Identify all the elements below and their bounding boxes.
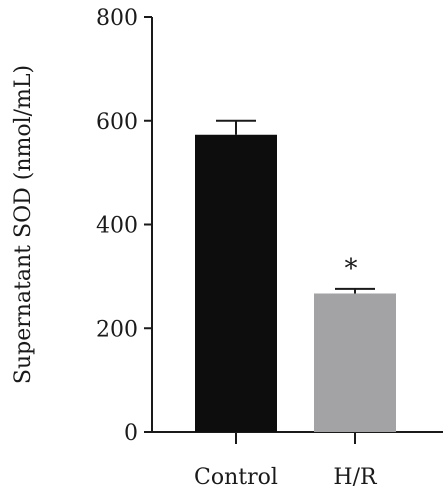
y-axis-title: Supernatant SOD (nmol/mL): [11, 65, 36, 384]
significance-marker: *: [345, 254, 358, 284]
y-tick-label: 400: [96, 214, 138, 239]
bars: [195, 119, 396, 432]
x-tick-label: Control: [194, 465, 278, 490]
bar: [195, 134, 277, 432]
x-tick-label: H/R: [333, 465, 378, 490]
axes: [144, 16, 443, 444]
y-tick-label: 200: [96, 317, 138, 342]
y-tick-label: 600: [96, 110, 138, 135]
y-tick-label: 800: [96, 6, 138, 31]
y-tick-label: 0: [124, 421, 138, 446]
labels: 0 200 400 600 800 Control H/R *: [96, 6, 378, 490]
bar: [314, 293, 396, 432]
